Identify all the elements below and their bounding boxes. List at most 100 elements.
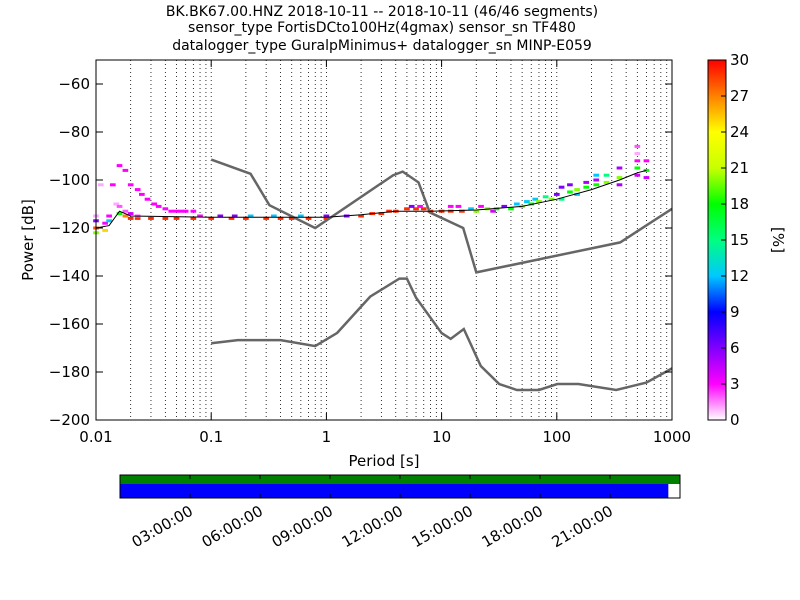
psd-cell: [447, 204, 454, 208]
psd-cell: [567, 190, 573, 194]
coverage-tracks: [120, 475, 680, 498]
psd-cell: [197, 214, 203, 218]
noise-model-nhnm: [210, 158, 673, 274]
psd-cell: [408, 204, 415, 208]
colorbar-tick-label: 15: [730, 231, 749, 249]
psd-cell: [106, 219, 112, 223]
psd-cell: [386, 209, 392, 213]
psd-cell: [113, 202, 120, 206]
psd-cell: [413, 207, 419, 211]
noise-model-nlnm: [211, 277, 673, 392]
psd-cell: [122, 209, 129, 213]
coverage-track: [120, 484, 669, 498]
psd-cell: [106, 214, 112, 218]
colorbar-tick-label: 30: [730, 51, 749, 69]
psd-cell: [643, 168, 650, 172]
psd-cell: [139, 192, 145, 196]
psd-cell: [420, 207, 427, 211]
x-axis-ticks: 0.01 0.1 1 10 100 1000: [79, 60, 691, 446]
coverage-tick-label: 21:00:00: [549, 502, 616, 551]
psd-cell: [634, 173, 641, 177]
title-line-2: sensor_type FortisDCto100Hz(4gmax) senso…: [188, 20, 576, 36]
y-tick-label: −160: [49, 315, 90, 333]
y-tick-label: −180: [49, 363, 90, 381]
mode-curve: [95, 169, 647, 229]
psd-cell: [173, 216, 180, 220]
psd-cell: [134, 216, 141, 220]
psd-cell: [478, 204, 484, 208]
psd-cell: [190, 216, 197, 220]
colorbar-tick-label: 0: [730, 411, 740, 429]
psd-cell: [603, 173, 610, 177]
colorbar-tick-label: 24: [730, 123, 749, 141]
psd-cell: [162, 216, 169, 220]
y-tick-label: −120: [49, 219, 90, 237]
mode-curve-line: [95, 169, 647, 229]
x-tick-label: 10: [432, 428, 451, 446]
y-axis-label: Power [dB]: [19, 199, 37, 281]
colorbar-label: [%]: [769, 227, 787, 253]
psd-cell: [182, 209, 189, 213]
psd-cell: [558, 197, 565, 201]
psd-cell: [574, 192, 580, 196]
psd-cell: [116, 164, 123, 168]
colorbar-tick-label: 6: [730, 339, 740, 357]
psd-cell: [616, 176, 623, 180]
psd-cell: [378, 212, 385, 216]
psd-cell: [514, 202, 520, 206]
psd-cell: [178, 209, 185, 213]
psd-cell: [404, 207, 410, 211]
psd-cell: [634, 166, 641, 170]
psd-cell: [574, 188, 580, 192]
colorbar-tick-label: 21: [730, 159, 749, 177]
psd-cell: [616, 183, 623, 187]
psd-cell: [548, 197, 555, 201]
colorbar: 0 3 6 9 12 15 18 21 24 27 30 [%]: [707, 51, 787, 429]
psd-cell: [542, 195, 549, 199]
psd-cell: [271, 214, 277, 218]
y-tick-label: −200: [49, 411, 90, 429]
psd-cell: [247, 214, 254, 218]
psd-cell: [134, 188, 141, 192]
psd-cell: [643, 159, 650, 163]
psd-cell: [151, 202, 158, 206]
colorbar-tick-label: 12: [730, 267, 749, 285]
vertical-grid: [130, 60, 668, 420]
colorbar-tick-label: 27: [730, 87, 749, 105]
psd-cell: [228, 216, 235, 220]
psd-cell: [593, 178, 600, 182]
psd-cell: [109, 183, 116, 187]
psd-cell: [536, 200, 542, 204]
noise-model-curves: [210, 158, 673, 392]
psd-cell: [417, 204, 423, 208]
colorbar-tick-label: 3: [730, 375, 740, 393]
psd-cell: [208, 216, 215, 220]
psd-cell: [102, 221, 108, 225]
psd-cell: [501, 204, 508, 208]
psd-cell: [603, 180, 610, 184]
coverage-tick-label: 06:00:00: [199, 502, 266, 551]
psd-plot: 0.01 0.1 1 10 100 1000 −200 −180 −160 −140 −120 −1…: [19, 59, 691, 470]
psd-cell: [567, 183, 573, 187]
psd-cell: [173, 209, 180, 213]
x-tick-label: 1000: [653, 428, 691, 446]
psd-cell: [127, 212, 134, 216]
psd-cell: [358, 214, 364, 218]
psd-cell: [593, 173, 600, 177]
plot-background: [96, 60, 672, 420]
psd-cell: [305, 216, 312, 220]
x-tick-label: 0.01: [79, 428, 112, 446]
psd-cell: [508, 207, 514, 211]
psd-cell: [127, 216, 134, 220]
coverage-tick-label: 12:00:00: [339, 502, 406, 551]
psd-cell: [616, 166, 623, 170]
psd-cell: [155, 204, 162, 208]
psd-cell: [263, 216, 269, 220]
psd-cell: [277, 216, 284, 220]
x-tick-label: 0.1: [199, 428, 223, 446]
psd-cell: [116, 204, 123, 208]
y-tick-label: −140: [49, 267, 90, 285]
x-tick-label: 1: [322, 428, 332, 446]
figure-title: BK.BK67.00.HNZ 2018-10-11 -- 2018-10-11 …: [166, 4, 598, 54]
psd-cell: [459, 209, 465, 213]
